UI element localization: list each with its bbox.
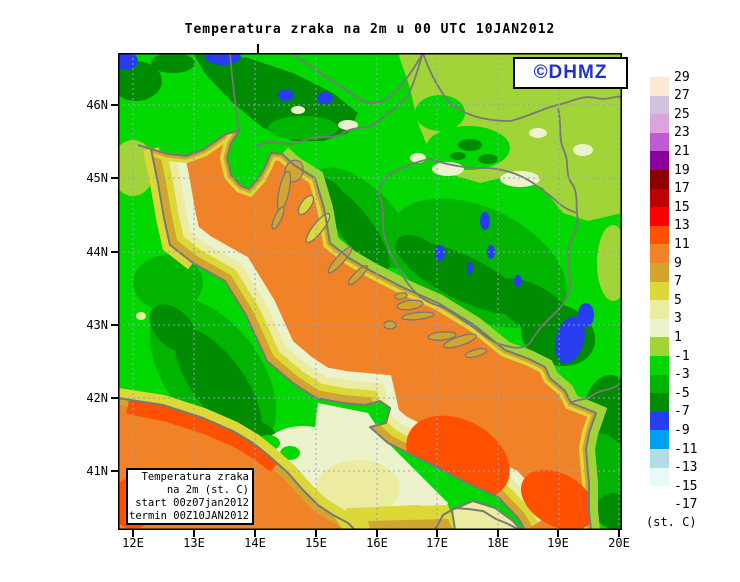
info-line: na 2m (st. C) (166, 484, 249, 496)
lon-tick-label: 17E (426, 536, 448, 550)
legend-tick-label: 9 (674, 255, 682, 271)
run-info-box: Temperatura zraka na 2m (st. C) start 00z0… (126, 468, 254, 525)
legend-tick-label: 3 (674, 311, 682, 327)
lat-tick-label: 41N (86, 464, 108, 478)
lat-tick (111, 177, 118, 179)
lat-tick (111, 251, 118, 253)
legend-color-box (650, 188, 669, 208)
legend-color-box (650, 467, 669, 487)
lon-tick (376, 530, 378, 537)
country-borders (229, 53, 622, 404)
legend-color-box (650, 449, 669, 468)
lon-tick (497, 530, 499, 537)
top-axis-tick (257, 44, 259, 53)
legend-color-box (650, 77, 669, 96)
legend-tick-label: -17 (674, 497, 698, 513)
lon-tick (618, 530, 620, 537)
legend-tick-label: 27 (674, 88, 690, 104)
lon-tick (193, 530, 195, 537)
lon-tick-label: 13E (183, 536, 205, 550)
legend-tick-label: 17 (674, 181, 690, 197)
info-line: termin 00Z10JAN2012 (129, 510, 250, 522)
legend-tick-label: -3 (674, 367, 690, 383)
land-alps (118, 53, 358, 141)
legend-color-box (650, 374, 669, 394)
lon-tick (132, 530, 134, 537)
lat-tick-label: 46N (86, 98, 108, 112)
lon-tick-label: 12E (122, 536, 144, 550)
legend-color-box (650, 170, 669, 189)
legend-tick-label: 29 (674, 69, 690, 85)
legend-color-box (650, 356, 669, 375)
legend-tick-label: -5 (674, 385, 690, 401)
page-title: Temperatura zraka na 2m u 00 UTC 10JAN20… (184, 22, 556, 37)
legend-color-box (650, 300, 669, 319)
legend-unit-label: (st. C) (646, 514, 697, 529)
legend-tick-label: 7 (674, 274, 682, 290)
lat-tick (111, 104, 118, 106)
dhmz-logo-label: ©DHMZ (533, 62, 608, 83)
legend-color-box (650, 337, 669, 356)
lat-tick (111, 397, 118, 399)
legend-color-box (650, 430, 669, 449)
legend-color-box (650, 225, 669, 245)
lon-tick-label: 20E (608, 536, 630, 550)
info-line: Temperatura zraka (141, 471, 249, 483)
info-line: start 00z07jan2012 (135, 497, 249, 509)
lat-tick-label: 42N (86, 391, 108, 405)
legend-color-box (650, 281, 669, 301)
legend-tick-label: 1 (674, 329, 682, 345)
legend-color-box (650, 393, 669, 412)
legend-color-box (650, 151, 669, 170)
lat-tick (111, 324, 118, 326)
legend-tick-label: 15 (674, 199, 690, 215)
legend-color-box (650, 114, 669, 133)
legend-color-box (650, 486, 669, 505)
legend-tick-label: -15 (674, 478, 698, 494)
legend-tick-label: -9 (674, 422, 690, 438)
legend-color-box (650, 95, 669, 115)
legend-tick-label: -13 (674, 460, 698, 476)
legend-tick-label: 21 (674, 143, 690, 159)
legend-tick-label: -7 (674, 404, 690, 420)
legend-tick-label: -1 (674, 348, 690, 364)
lon-tick (315, 530, 317, 537)
lat-tick-label: 44N (86, 245, 108, 259)
adriatic-islands (271, 159, 488, 359)
lon-tick-label: 16E (366, 536, 388, 550)
lon-tick (436, 530, 438, 537)
graticule (118, 53, 622, 530)
legend-color-box (650, 318, 669, 338)
legend-tick-label: 25 (674, 106, 690, 122)
legend-tick-label: 11 (674, 236, 690, 252)
legend-color-box (650, 207, 669, 226)
lat-tick (111, 470, 118, 472)
legend-tick-label: 23 (674, 125, 690, 141)
legend-color-box (650, 263, 669, 282)
legend-tick-label: 19 (674, 162, 690, 178)
coastlines (118, 130, 597, 530)
lat-tick-label: 45N (86, 171, 108, 185)
lon-tick-label: 14E (244, 536, 266, 550)
legend-tick-label: -11 (674, 441, 698, 457)
lon-tick-label: 18E (487, 536, 509, 550)
lon-tick (254, 530, 256, 537)
map-area (118, 53, 622, 530)
lat-tick-label: 43N (86, 318, 108, 332)
legend-color-box (650, 411, 669, 431)
lon-tick-label: 19E (547, 536, 569, 550)
dhmz-logo-box: ©DHMZ (513, 57, 628, 89)
legend-color-box (650, 132, 669, 152)
temperature-map (118, 53, 622, 530)
land-italy (118, 140, 458, 530)
map-layers (118, 53, 622, 530)
lon-tick-label: 15E (305, 536, 327, 550)
legend-color-box (650, 244, 669, 263)
legend-tick-label: 5 (674, 292, 682, 308)
lon-tick (557, 530, 559, 537)
legend-tick-label: 13 (674, 218, 690, 234)
